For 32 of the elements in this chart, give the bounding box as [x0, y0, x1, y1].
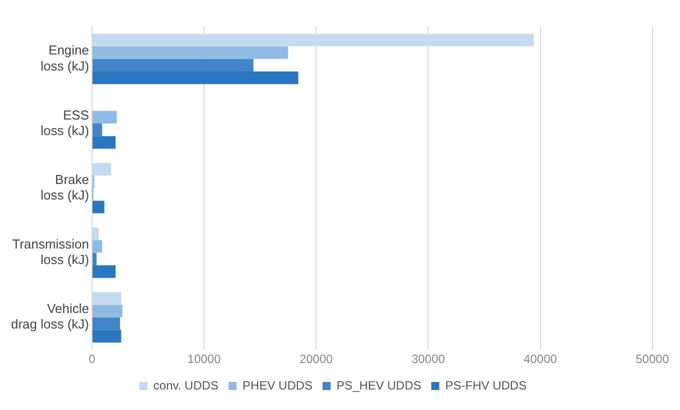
legend-label: PHEV UDDS	[242, 378, 313, 392]
legend-label: PS-FHV UDDS	[445, 378, 527, 392]
bar	[92, 240, 102, 253]
y-tick-label: Brake loss (kJ)	[40, 172, 90, 202]
bar	[92, 124, 102, 136]
bar	[92, 46, 288, 59]
x-tick-label: 50000	[636, 352, 670, 366]
x-tick-label: 40000	[524, 352, 558, 366]
bar	[92, 34, 534, 46]
y-tick-label: Transmission loss (kJ)	[12, 236, 90, 268]
x-tick-label: 0	[88, 352, 96, 366]
x-tick-label: 20000	[299, 352, 334, 366]
x-tick-label: 10000	[187, 352, 222, 366]
y-tick-label: Vehicle drag loss (kJ)	[10, 301, 90, 332]
y-tick-label: ESS loss (kJ)	[40, 107, 90, 138]
y-tick-label: Engine loss (kJ)	[40, 42, 90, 74]
bar	[92, 292, 122, 305]
bar	[92, 252, 96, 266]
bar	[92, 317, 120, 330]
bar	[92, 200, 104, 214]
bar	[92, 265, 116, 278]
bar	[92, 71, 298, 84]
bar	[92, 330, 122, 342]
bar	[92, 162, 112, 176]
x-tick-label: 30000	[412, 352, 446, 366]
bar	[92, 58, 254, 72]
bar	[92, 304, 122, 318]
legend-label: PS_HEV UDDS	[336, 378, 422, 392]
legend-label: conv. UDDS	[153, 378, 219, 392]
bar	[92, 136, 116, 149]
bar	[92, 228, 99, 240]
bar	[92, 110, 117, 124]
